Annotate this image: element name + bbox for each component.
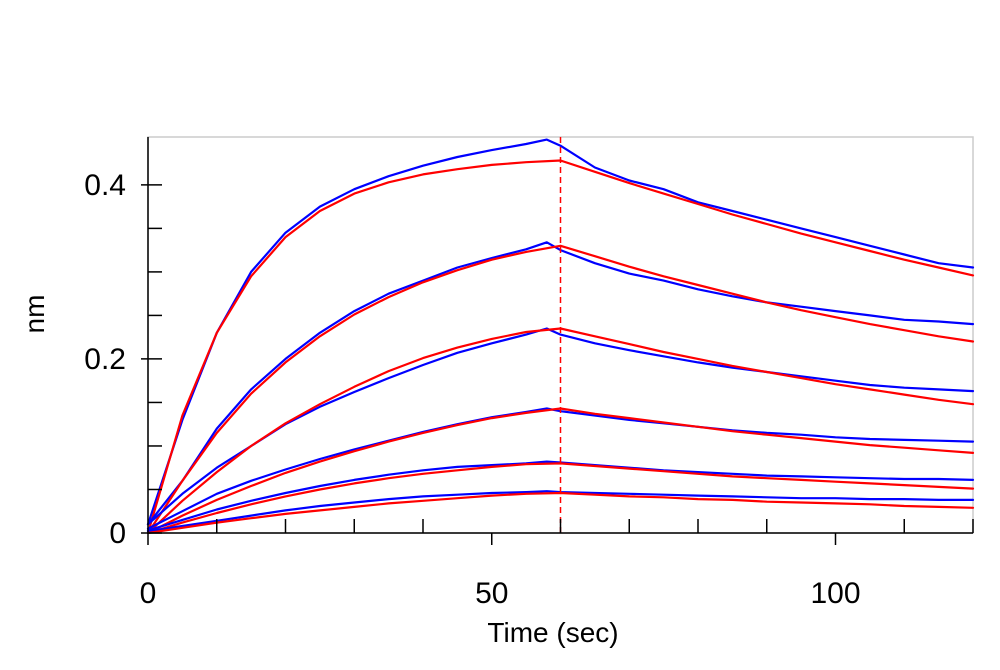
y-tick-label: 0 (109, 517, 126, 550)
y-tick-label: 0.2 (84, 343, 126, 376)
fit-curve (146, 244, 975, 535)
measured-curve (146, 138, 975, 526)
measured-curve (146, 460, 975, 532)
y-tick-label: 0.4 (84, 169, 126, 202)
y-axis-title: nm (19, 295, 50, 334)
axes-layer: 0 0.2 0.4 0 50 100 (84, 137, 974, 610)
x-tick-label: 100 (810, 577, 860, 610)
x-axis-title: Time (sec) (487, 617, 618, 648)
x-tick-label: 0 (140, 577, 157, 610)
fit-curve (146, 462, 975, 535)
measured-curve (146, 490, 975, 533)
x-tick-label: 50 (475, 577, 508, 610)
